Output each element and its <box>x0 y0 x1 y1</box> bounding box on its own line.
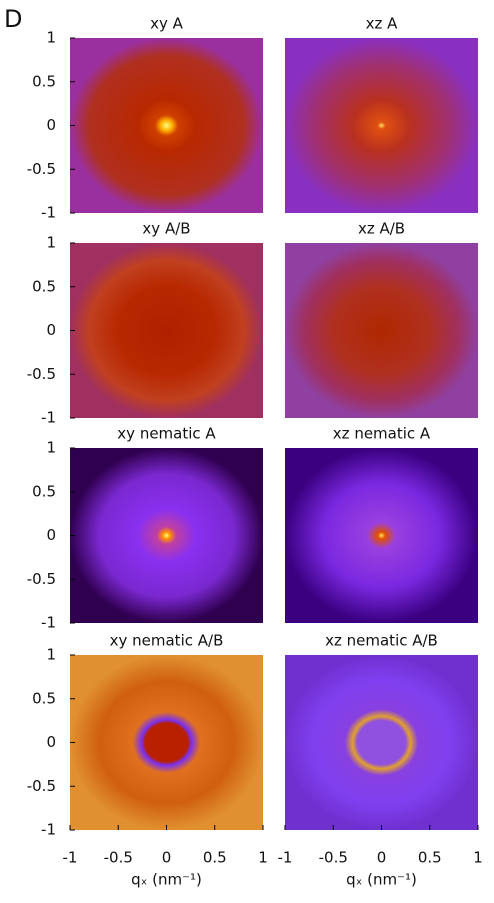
x-tick-label: -1 <box>278 849 293 867</box>
heatmap-image <box>285 448 478 623</box>
y-tick-label: -1 <box>41 409 56 427</box>
y-tick-label: 0 <box>46 116 56 134</box>
y-tick-label: 0.5 <box>32 482 56 500</box>
panel-label: D <box>4 5 22 33</box>
y-tick-label: -0.5 <box>27 570 56 588</box>
y-tick-label: 0.5 <box>32 689 56 707</box>
y-tick-label: 1 <box>46 439 56 457</box>
y-tick-label: -1 <box>41 204 56 222</box>
y-tick-label: -0.5 <box>27 365 56 383</box>
panel-title: xy nematic A/B <box>110 632 224 650</box>
panel-title: xz A/B <box>358 220 405 238</box>
y-tick-label: 1 <box>46 646 56 664</box>
panel-title: xz A <box>366 15 399 33</box>
x-tick-label: -0.5 <box>319 849 348 867</box>
x-tick-label: -0.5 <box>104 849 133 867</box>
panel-title: xz nematic A/B <box>325 632 438 650</box>
y-tick-label: 1 <box>46 234 56 252</box>
y-tick-label: 0 <box>46 526 56 544</box>
y-tick-label: 1 <box>46 29 56 47</box>
y-tick-label: -0.5 <box>27 160 56 178</box>
y-tick-label: -1 <box>41 821 56 839</box>
heatmap-image <box>70 38 263 213</box>
heatmap-image <box>70 243 263 418</box>
x-tick-label: 0.5 <box>203 849 227 867</box>
x-tick-label: -1 <box>63 849 78 867</box>
x-axis-label: qₓ (nm⁻¹) <box>346 871 417 889</box>
x-tick-label: 0.5 <box>418 849 442 867</box>
y-tick-label: 0 <box>46 321 56 339</box>
x-axis-label: qₓ (nm⁻¹) <box>131 871 202 889</box>
x-tick-label: 0 <box>162 849 172 867</box>
heatmap-image <box>285 655 478 830</box>
y-tick-label: -0.5 <box>27 777 56 795</box>
panel-title: xz nematic A <box>333 425 431 443</box>
y-tick-label: 0.5 <box>32 72 56 90</box>
heatmap-image <box>70 448 263 623</box>
heatmap-image <box>285 243 478 418</box>
y-tick-label: 0.5 <box>32 277 56 295</box>
y-tick-label: -1 <box>41 614 56 632</box>
x-tick-label: 0 <box>377 849 387 867</box>
x-tick-label: 1 <box>258 849 268 867</box>
panel-title: xy A/B <box>142 220 190 238</box>
x-tick-label: 1 <box>473 849 483 867</box>
panel-title: xy nematic A <box>117 425 216 443</box>
y-tick-label: 0 <box>46 733 56 751</box>
heatmap-image <box>70 655 263 830</box>
panel-title: xy A <box>150 15 184 33</box>
heatmap-image <box>285 38 478 213</box>
